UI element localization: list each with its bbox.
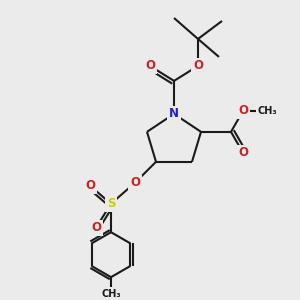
Text: S: S [107,197,115,210]
Text: CH₃: CH₃ [101,289,121,298]
Text: CH₃: CH₃ [257,106,277,116]
Text: N: N [169,107,179,120]
Text: O: O [130,176,140,189]
Text: O: O [238,104,248,117]
Text: O: O [193,59,203,72]
Text: O: O [145,59,155,72]
Text: O: O [91,221,101,234]
Text: O: O [85,179,95,192]
Text: O: O [238,146,248,159]
